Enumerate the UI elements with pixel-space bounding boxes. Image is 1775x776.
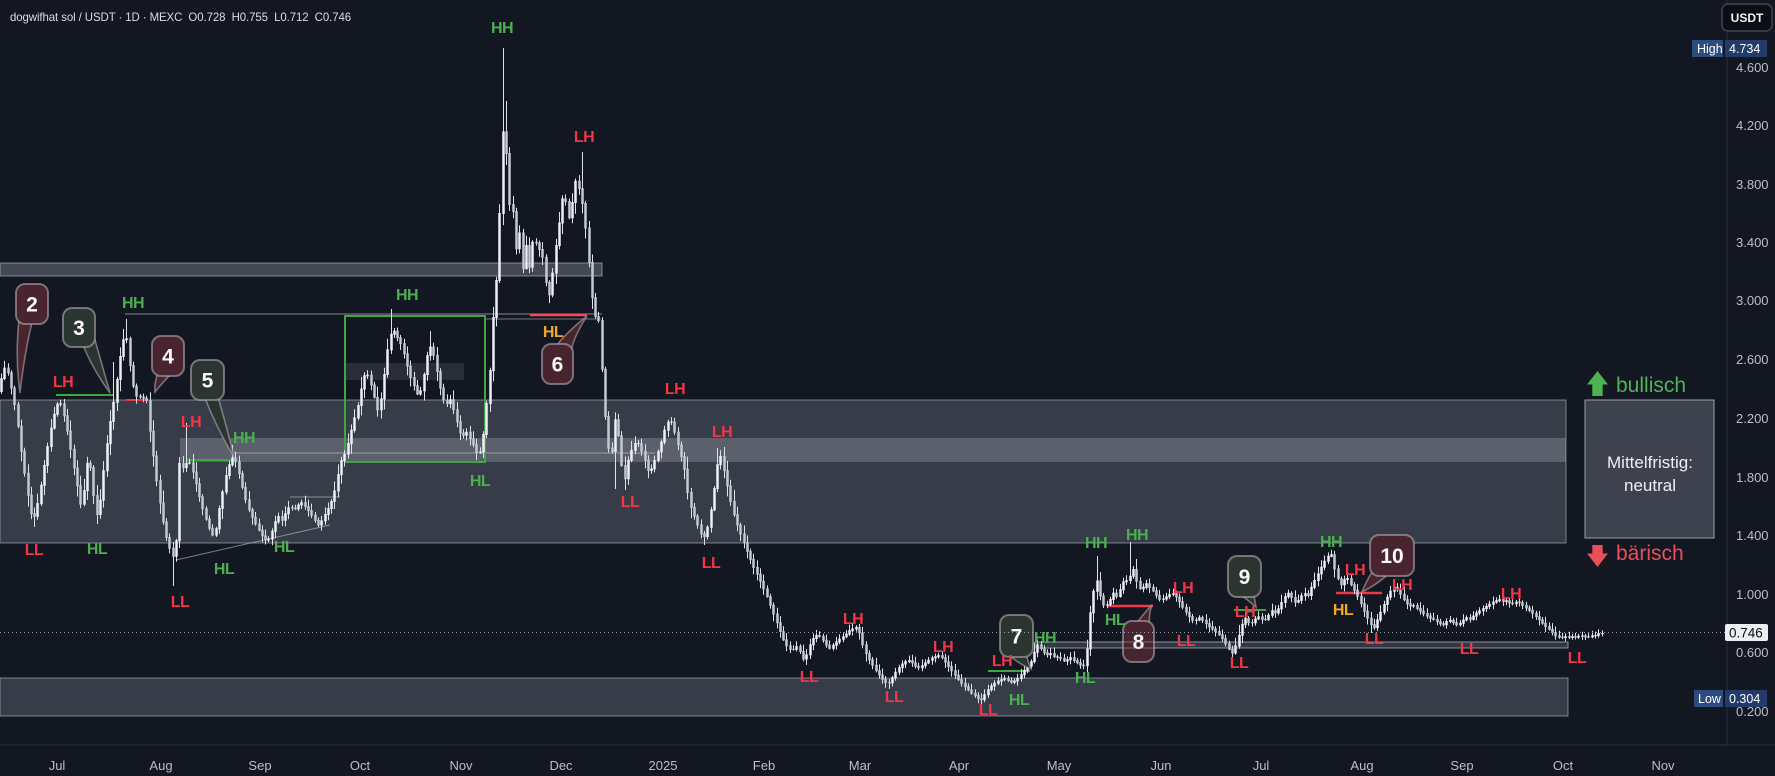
svg-text:LH: LH xyxy=(1392,577,1412,594)
svg-text:High: High xyxy=(1697,42,1723,56)
svg-text:3.000: 3.000 xyxy=(1736,293,1769,308)
svg-text:4.200: 4.200 xyxy=(1736,118,1769,133)
svg-text:HH: HH xyxy=(1320,534,1342,551)
svg-text:Jun: Jun xyxy=(1151,758,1172,773)
svg-text:0.304: 0.304 xyxy=(1729,692,1760,706)
svg-text:Dec: Dec xyxy=(549,758,573,773)
svg-text:HH: HH xyxy=(233,430,255,447)
svg-text:LH: LH xyxy=(665,381,685,398)
svg-text:Aug: Aug xyxy=(1350,758,1373,773)
svg-text:4: 4 xyxy=(162,346,174,369)
svg-text:LL: LL xyxy=(621,494,640,511)
svg-text:LH: LH xyxy=(1235,604,1255,621)
svg-text:bullisch: bullisch xyxy=(1616,374,1686,397)
svg-text:4.734: 4.734 xyxy=(1729,42,1760,56)
svg-text:1.000: 1.000 xyxy=(1736,587,1769,602)
svg-text:2.600: 2.600 xyxy=(1736,352,1769,367)
svg-text:LL: LL xyxy=(1460,641,1479,658)
svg-text:3.800: 3.800 xyxy=(1736,177,1769,192)
svg-text:HH: HH xyxy=(491,20,513,37)
svg-text:0.600: 0.600 xyxy=(1736,645,1769,660)
svg-text:2: 2 xyxy=(26,294,38,317)
svg-text:LH: LH xyxy=(1501,586,1521,603)
svg-text:LL: LL xyxy=(702,555,721,572)
svg-text:USDT: USDT xyxy=(1731,11,1764,25)
svg-text:May: May xyxy=(1047,758,1072,773)
svg-text:LH: LH xyxy=(1345,562,1365,579)
svg-text:Aug: Aug xyxy=(149,758,172,773)
svg-text:Jul: Jul xyxy=(49,758,66,773)
svg-text:HL: HL xyxy=(214,561,235,578)
svg-text:2025: 2025 xyxy=(649,758,678,773)
svg-text:HH: HH xyxy=(396,287,418,304)
svg-text:HL: HL xyxy=(1333,602,1354,619)
svg-text:HL: HL xyxy=(1075,670,1096,687)
svg-text:0.746: 0.746 xyxy=(1729,626,1763,641)
svg-text:bärisch: bärisch xyxy=(1616,542,1684,565)
svg-text:HH: HH xyxy=(1085,535,1107,552)
svg-text:HL: HL xyxy=(87,541,108,558)
svg-text:Nov: Nov xyxy=(1651,758,1675,773)
svg-text:HH: HH xyxy=(1126,527,1148,544)
svg-text:Mittelfristig:: Mittelfristig: xyxy=(1607,453,1693,472)
svg-text:Mar: Mar xyxy=(849,758,872,773)
svg-text:Apr: Apr xyxy=(949,758,970,773)
svg-text:LL: LL xyxy=(171,594,190,611)
svg-text:HL: HL xyxy=(1009,692,1030,709)
svg-text:HL: HL xyxy=(543,324,564,341)
svg-text:LH: LH xyxy=(53,374,73,391)
svg-text:1.800: 1.800 xyxy=(1736,470,1769,485)
svg-text:LH: LH xyxy=(843,611,863,628)
svg-text:1.400: 1.400 xyxy=(1736,528,1769,543)
svg-text:HH: HH xyxy=(122,295,144,312)
svg-text:6: 6 xyxy=(552,354,564,377)
svg-text:10: 10 xyxy=(1380,545,1403,568)
svg-text:HL: HL xyxy=(470,473,491,490)
svg-text:HL: HL xyxy=(274,539,295,556)
svg-text:Jul: Jul xyxy=(1253,758,1270,773)
svg-text:HL: HL xyxy=(1105,612,1126,629)
svg-text:LL: LL xyxy=(1177,633,1196,650)
svg-text:9: 9 xyxy=(1239,566,1251,589)
svg-text:Sep: Sep xyxy=(248,758,271,773)
svg-text:LL: LL xyxy=(979,702,998,719)
svg-text:Sep: Sep xyxy=(1450,758,1473,773)
svg-text:dogwifhat sol / USDT · 1D · ME: dogwifhat sol / USDT · 1D · MEXC O0.728 … xyxy=(10,10,351,24)
svg-text:LH: LH xyxy=(574,129,594,146)
svg-text:LH: LH xyxy=(933,639,953,656)
svg-text:2.200: 2.200 xyxy=(1736,411,1769,426)
svg-text:LH: LH xyxy=(1173,580,1193,597)
svg-text:LL: LL xyxy=(800,669,819,686)
svg-text:LL: LL xyxy=(1568,650,1587,667)
svg-text:7: 7 xyxy=(1011,626,1023,649)
svg-text:LH: LH xyxy=(181,414,201,431)
svg-text:5: 5 xyxy=(202,370,214,393)
svg-text:LL: LL xyxy=(1365,631,1384,648)
svg-text:Low: Low xyxy=(1698,692,1722,706)
svg-text:LL: LL xyxy=(1230,655,1249,672)
svg-text:Oct: Oct xyxy=(350,758,371,773)
svg-text:LL: LL xyxy=(25,542,44,559)
svg-text:3.400: 3.400 xyxy=(1736,235,1769,250)
svg-text:3: 3 xyxy=(73,317,85,340)
svg-text:Feb: Feb xyxy=(753,758,775,773)
svg-text:4.600: 4.600 xyxy=(1736,60,1769,75)
svg-text:HH: HH xyxy=(1034,630,1056,647)
svg-text:Oct: Oct xyxy=(1553,758,1574,773)
svg-text:0.200: 0.200 xyxy=(1736,704,1769,719)
svg-text:Nov: Nov xyxy=(449,758,473,773)
svg-text:LH: LH xyxy=(712,424,732,441)
svg-text:LL: LL xyxy=(885,689,904,706)
svg-text:LH: LH xyxy=(992,653,1012,670)
svg-text:neutral: neutral xyxy=(1624,476,1676,495)
